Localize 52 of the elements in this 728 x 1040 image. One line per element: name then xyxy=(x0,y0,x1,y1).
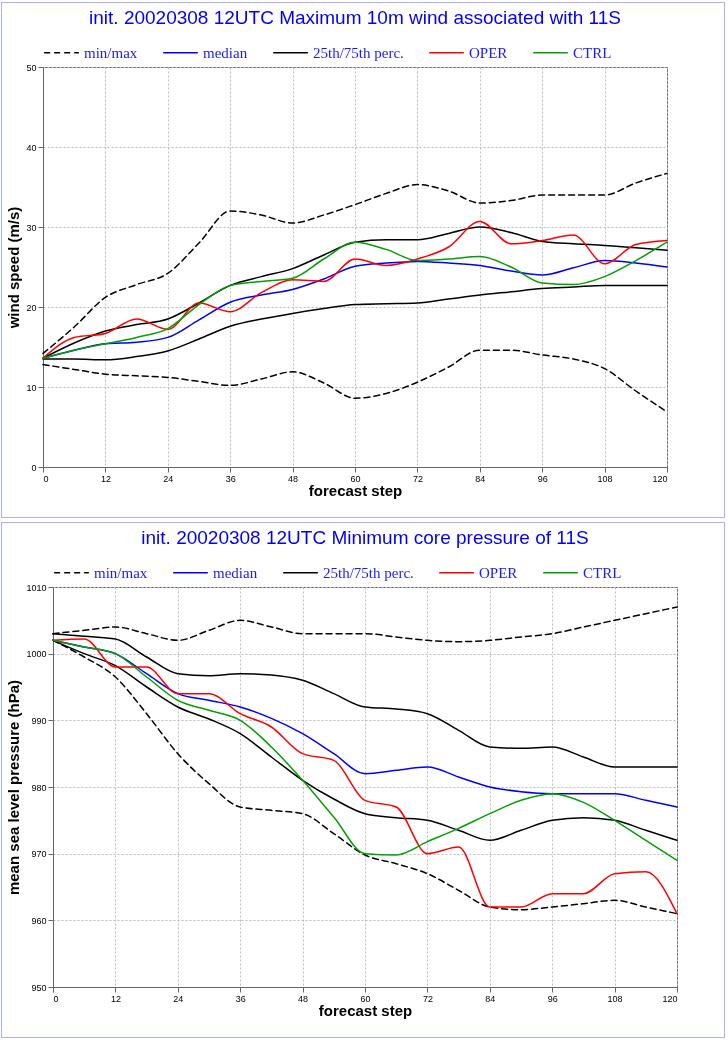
legend-label: 25th/75th perc. xyxy=(323,564,414,581)
chart-title: init. 20020308 12UTC Maximum 10m wind associated with 11S xyxy=(89,7,621,28)
line-series xyxy=(42,172,668,355)
legend-label: median xyxy=(213,564,258,581)
x-axis-title: forecast step xyxy=(318,1001,413,1019)
x-tick-label: 48 xyxy=(288,473,299,484)
x-tick-label: 72 xyxy=(412,473,423,484)
x-tick-label: 12 xyxy=(100,473,111,484)
x-tick-label: 24 xyxy=(173,993,184,1004)
y-tick-label: 20 xyxy=(26,302,37,313)
legend-label: OPER xyxy=(479,564,518,581)
y-tick-label: 40 xyxy=(26,142,37,153)
x-tick-label: 0 xyxy=(53,993,59,1004)
x-tick-label: 48 xyxy=(298,993,309,1004)
y-axis-title: mean sea level pressure (hPa) xyxy=(5,679,23,896)
legend-label: min/max xyxy=(84,44,138,61)
x-tick-label: 108 xyxy=(607,993,623,1004)
x-tick-label: 96 xyxy=(537,473,548,484)
x-tick-label: 96 xyxy=(547,993,558,1004)
x-tick-label: 120 xyxy=(652,473,668,484)
x-tick-label: 36 xyxy=(235,993,246,1004)
x-tick-label: 36 xyxy=(225,473,236,484)
x-axis-title: forecast step xyxy=(308,481,403,499)
y-tick-label: 960 xyxy=(31,915,47,926)
legend-label: CTRL xyxy=(583,564,622,581)
x-tick-label: 60 xyxy=(360,993,371,1004)
y-tick-label: 990 xyxy=(31,715,47,726)
y-tick-label: 980 xyxy=(31,782,47,793)
y-tick-label: 970 xyxy=(31,849,47,860)
legend-label: min/max xyxy=(94,564,148,581)
legend-label: median xyxy=(203,44,248,61)
y-tick-label: 0 xyxy=(31,462,37,473)
chart-title: init. 20020308 12UTC Minimum core pressure of 11S xyxy=(141,527,589,548)
legend-label: OPER xyxy=(469,44,508,61)
y-tick-label: 10 xyxy=(26,382,37,393)
legend-label: CTRL xyxy=(573,44,612,61)
x-tick-label: 120 xyxy=(662,993,678,1004)
x-tick-label: 24 xyxy=(163,473,174,484)
x-tick-label: 72 xyxy=(422,993,433,1004)
legend-label: 25th/75th perc. xyxy=(313,44,404,61)
y-tick-label: 950 xyxy=(31,982,47,993)
x-tick-label: 108 xyxy=(597,473,613,484)
y-tick-label: 1010 xyxy=(26,582,47,593)
line-series xyxy=(42,349,668,413)
x-tick-label: 12 xyxy=(110,993,121,1004)
x-tick-label: 60 xyxy=(350,473,361,484)
x-tick-label: 84 xyxy=(475,473,486,484)
x-tick-label: 84 xyxy=(485,993,496,1004)
y-tick-label: 50 xyxy=(26,62,37,73)
y-tick-label: 30 xyxy=(26,222,37,233)
y-tick-label: 1000 xyxy=(26,649,47,660)
y-axis-title: wind speed (m/s) xyxy=(5,206,23,330)
